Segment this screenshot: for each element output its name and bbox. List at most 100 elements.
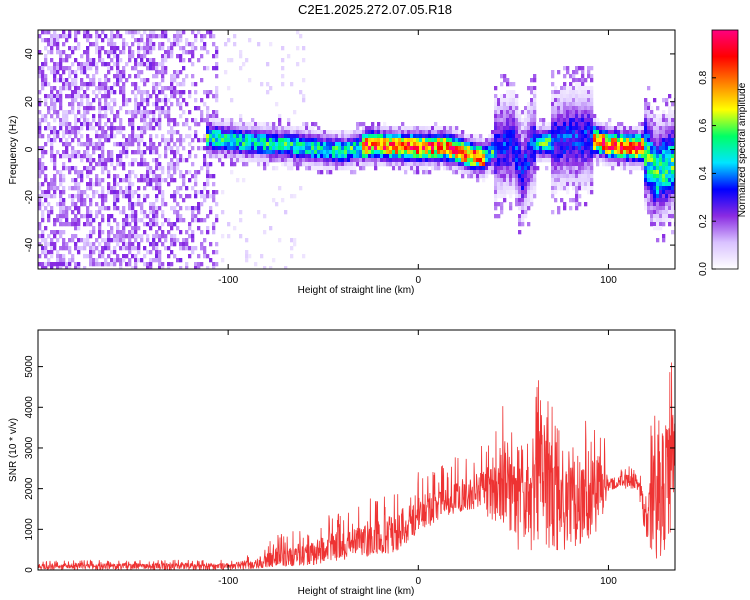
spectrogram-cell: [266, 130, 270, 135]
spectrogram-cell: [266, 138, 270, 143]
spectrogram-cell: [146, 170, 150, 175]
spectrogram-cell: [143, 198, 147, 203]
spectrogram-cell: [620, 122, 624, 127]
spectrogram-cell: [86, 110, 90, 115]
spectrogram-cell: [560, 130, 564, 135]
spectrogram-cell: [92, 142, 96, 147]
spectrogram-cell: [410, 158, 414, 163]
spectrogram-cell: [152, 238, 156, 243]
spectrogram-cell: [578, 138, 582, 143]
spectrogram-cell: [71, 70, 75, 75]
spectrogram-cell: [347, 162, 351, 167]
spectrogram-cell: [665, 150, 669, 155]
spectrogram-cell: [659, 126, 663, 131]
spectrogram-cell: [206, 194, 210, 199]
spectrogram-cell: [362, 154, 366, 159]
spectrogram-cell: [317, 150, 321, 155]
spectrogram-cell: [161, 230, 165, 235]
spectrogram-cell: [572, 90, 576, 95]
spectrogram-cell: [524, 210, 528, 215]
spectrogram-cell: [179, 82, 183, 87]
spectrogram-cell: [149, 62, 153, 67]
spectrogram-cell: [89, 214, 93, 219]
spectrogram-cell: [245, 142, 249, 147]
spectrogram-cell: [530, 114, 534, 119]
spectrogram-cell: [194, 38, 198, 43]
spectrogram-cell: [494, 134, 498, 139]
spectrogram-cell: [539, 122, 543, 127]
spectrogram-cell: [260, 130, 264, 135]
spectrogram-cell: [473, 170, 477, 175]
spectrogram-cell: [287, 118, 291, 123]
spectrogram-cell: [497, 182, 501, 187]
spectrogram-cell: [176, 30, 180, 35]
spectrogram-cell: [191, 218, 195, 223]
spectrogram-cell: [587, 74, 591, 79]
spectrogram-cell: [62, 130, 66, 135]
spectrogram-cell: [611, 130, 615, 135]
spectrogram-cell: [176, 166, 180, 171]
spectrogram-cell: [86, 138, 90, 143]
spectrogram-cell: [77, 106, 81, 111]
spectrogram-cell: [62, 214, 66, 219]
spectrogram-cell: [41, 250, 45, 255]
spectrogram-cell: [62, 246, 66, 251]
spectrogram-cell: [182, 50, 186, 55]
spectrogram-cell: [68, 154, 72, 159]
spectrogram-cell: [179, 154, 183, 159]
spectrogram-cell: [119, 262, 123, 267]
spectrogram-cell: [122, 230, 126, 235]
spectrogram-cell: [656, 162, 660, 167]
spectrogram-cell: [638, 146, 642, 151]
spectrogram-cell: [563, 174, 567, 179]
spectrogram-cell: [104, 62, 108, 67]
spectrogram-cell: [272, 130, 276, 135]
spectrogram-cell: [506, 142, 510, 147]
spectrogram-cell: [653, 126, 657, 131]
spectrogram-cell: [152, 150, 156, 155]
spectrogram-cell: [113, 34, 117, 39]
spectrogram-cell: [584, 90, 588, 95]
spectrogram-cell: [629, 146, 633, 151]
spectrogram-cell: [557, 186, 561, 191]
spectrogram-cell: [209, 126, 213, 131]
spectrogram-cell: [506, 182, 510, 187]
spectrogram-cell: [497, 154, 501, 159]
spectrogram-cell: [212, 122, 216, 127]
spectrogram-cell: [455, 170, 459, 175]
spectrogram-cell: [350, 146, 354, 151]
spectrogram-cell: [53, 154, 57, 159]
spectrogram-cell: [590, 106, 594, 111]
spectrogram-cell: [554, 102, 558, 107]
spectrogram-cell: [80, 238, 84, 243]
spectrogram-cell: [122, 86, 126, 91]
spectrogram-cell: [212, 66, 216, 71]
spectrogram-cell: [215, 242, 219, 247]
spectrogram-cell: [143, 50, 147, 55]
spectrogram-cell: [152, 186, 156, 191]
spectrogram-cell: [239, 150, 243, 155]
spectrogram-cell: [167, 182, 171, 187]
spectrogram-cell: [65, 114, 69, 119]
spectrogram-cell: [125, 178, 129, 183]
spectrogram-cell: [665, 178, 669, 183]
spectrogram-cell: [257, 158, 261, 163]
spectrogram-cell: [116, 238, 120, 243]
spectrogram-cell: [578, 98, 582, 103]
spectrogram-cell: [191, 162, 195, 167]
spectrogram-cell: [512, 94, 516, 99]
spectrogram-cell: [107, 222, 111, 227]
spectrogram-cell: [413, 146, 417, 151]
spectrogram-cell: [107, 230, 111, 235]
spectrogram-cell: [650, 118, 654, 123]
spectrogram-cell: [143, 194, 147, 199]
spectrogram-cell: [209, 30, 213, 35]
spectrogram-cell: [491, 146, 495, 151]
spectrogram-cell: [518, 114, 522, 119]
spectrogram-cell: [77, 142, 81, 147]
spectrogram-cell: [428, 146, 432, 151]
spectrogram-cell: [131, 214, 135, 219]
spectrogram-cell: [272, 126, 276, 131]
spectrogram-cell: [524, 114, 528, 119]
spectrogram-cell: [308, 166, 312, 171]
